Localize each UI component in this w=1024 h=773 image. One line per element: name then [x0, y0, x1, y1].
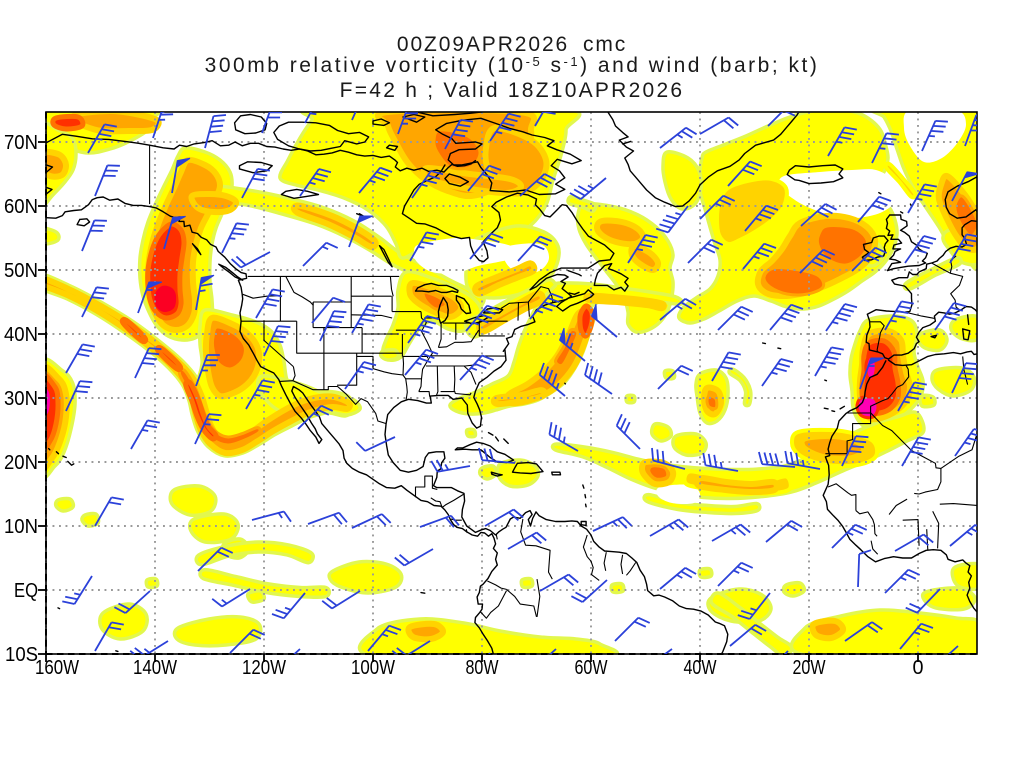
svg-text:10N: 10N: [4, 516, 38, 538]
svg-text:EQ: EQ: [14, 580, 38, 602]
svg-text:140W: 140W: [133, 657, 177, 679]
svg-text:160W: 160W: [35, 657, 79, 679]
svg-text:50N: 50N: [4, 260, 38, 282]
svg-text:10S: 10S: [5, 644, 38, 666]
svg-text:40N: 40N: [4, 324, 38, 346]
svg-text:100W: 100W: [351, 657, 395, 679]
svg-text:120W: 120W: [242, 657, 286, 679]
svg-text:30N: 30N: [4, 388, 38, 410]
svg-text:60W: 60W: [575, 657, 608, 679]
svg-text:70N: 70N: [4, 132, 38, 154]
svg-text:60N: 60N: [4, 196, 38, 218]
svg-text:80W: 80W: [466, 657, 499, 679]
svg-text:40W: 40W: [684, 657, 717, 679]
svg-text:20N: 20N: [4, 452, 38, 474]
svg-text:20W: 20W: [793, 657, 826, 679]
svg-text:0: 0: [913, 657, 924, 679]
